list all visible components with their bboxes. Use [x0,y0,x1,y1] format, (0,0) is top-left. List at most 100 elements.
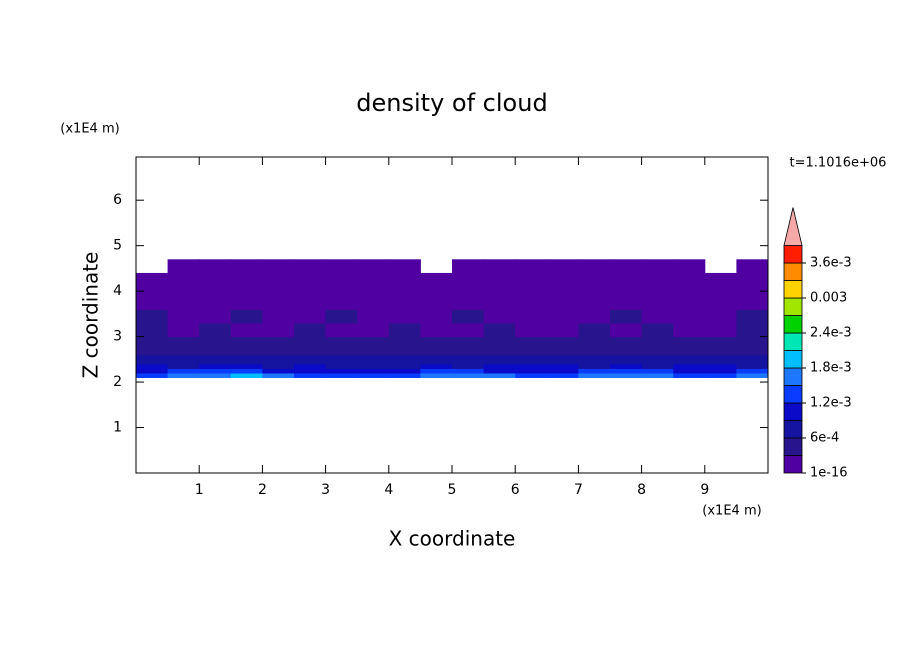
contour-cell [294,354,327,365]
contour-cell [388,345,421,356]
colorbar-extend [783,207,803,246]
contour-cell [452,368,485,374]
contour-cell [294,363,327,369]
contour-cell [483,322,516,338]
contour-cell [610,368,643,374]
contour-cell [136,368,169,374]
contour-cell [610,345,643,356]
contour-cell [515,372,548,379]
contour-cell [325,309,358,324]
contour-cell [610,272,643,292]
contour-cell [515,322,548,338]
contour-cell [736,272,769,292]
contour-cell [736,322,769,338]
contour-cell [704,368,737,374]
contour-cell [388,309,421,324]
colorbar-box [783,402,803,421]
y-tick-label: 3 [113,329,122,345]
x-tick-label: 2 [258,482,267,498]
contour-cell [578,354,611,365]
contour-cell [452,309,485,324]
contour-cell [420,291,453,310]
colorbar-box [783,245,803,264]
contour-cell [515,309,548,324]
contour-cell [325,322,358,338]
contour-cell [483,372,516,379]
contour-cell [641,336,674,347]
contour-cell [704,309,737,324]
contour-cell [641,291,674,310]
x-tick-label: 8 [637,482,646,498]
contour-cell [199,345,232,356]
contour-cell [736,291,769,310]
contour-cell [610,322,643,338]
contour-cell [294,322,327,338]
colorbar-box [783,332,803,351]
contour-cell [546,272,579,292]
contour-cell [546,372,579,379]
contour-cell [546,259,579,274]
contour-cell [388,368,421,374]
contour-cell [262,372,295,379]
contour-cell [673,363,706,369]
contour-cell [578,322,611,338]
contour-cell [736,368,769,374]
contour-cell [578,291,611,310]
contour-cell [388,291,421,310]
contour-cell [357,336,390,347]
contour-cell [610,363,643,369]
contour-cell [357,309,390,324]
contour-cell [357,345,390,356]
contour-cell [357,322,390,338]
contour-cell [546,309,579,324]
y-tick-label: 2 [113,374,122,390]
contour-cell [199,336,232,347]
x-tick-label: 7 [574,482,583,498]
contour-cell [262,309,295,324]
contour-cell [136,345,169,356]
contour-cell [294,345,327,356]
contour-cell [546,363,579,369]
contour-cell [294,368,327,374]
contour-cell [388,322,421,338]
contour-cell [515,291,548,310]
contour-cell [452,291,485,310]
contour-cell [136,363,169,369]
colorbar-label: 1e-16 [810,466,848,481]
contour-cell [199,309,232,324]
contour-cell [167,272,200,292]
contour-cell [262,345,295,356]
contour-cell [452,354,485,365]
contour-cell [673,354,706,365]
contour-cell [704,291,737,310]
contour-cell [704,345,737,356]
contour-cell [230,345,263,356]
contour-cell [704,272,737,292]
contour-cell [578,368,611,374]
colorbar-label: 1.2e-3 [810,396,852,411]
contour-cell [515,354,548,365]
contour-cell [230,309,263,324]
contour-cell [578,336,611,347]
colorbar-box [783,315,803,334]
contour-cell [452,322,485,338]
contour-cell [736,372,769,379]
contour-cell [515,368,548,374]
colorbar-box [783,367,803,386]
contour-cell [483,363,516,369]
y-tick-label: 5 [113,238,122,254]
contour-cell [483,345,516,356]
contour-cell [641,363,674,369]
x-axis-label: X coordinate [389,527,516,551]
colorbar-label: 0.003 [810,291,847,306]
contour-cell [167,336,200,347]
contour-cell [199,372,232,379]
contour-cell [515,259,548,274]
contour-cell [420,272,453,292]
contour-cell [388,259,421,274]
contour-cell [420,336,453,347]
contour-cell [325,291,358,310]
contour-cell [641,309,674,324]
contour-cell [388,372,421,379]
